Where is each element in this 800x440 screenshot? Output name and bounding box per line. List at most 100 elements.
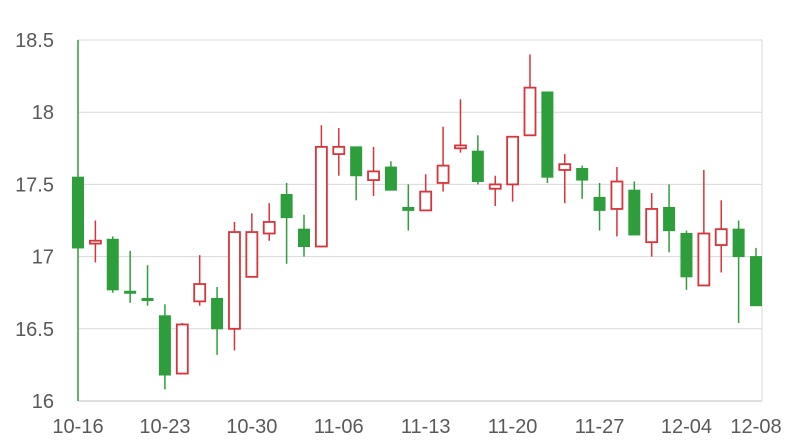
candle-down — [141, 265, 154, 306]
candle-up — [419, 174, 433, 212]
x-tick-label: 11-13 — [401, 416, 451, 438]
candle-up — [314, 125, 328, 248]
y-tick-label: 16 — [32, 391, 54, 413]
candle-body — [211, 297, 224, 330]
candle-body — [454, 144, 467, 150]
y-tick-label: 18.5 — [15, 30, 54, 52]
tick-labels: 16 16.5 17 17.5 18 18.5 10-16 10-23 10-30 11-06 11… — [15, 30, 782, 438]
candle-up — [645, 193, 659, 257]
candle-down — [124, 250, 137, 303]
candle-body — [488, 183, 502, 190]
candle-body — [593, 196, 606, 211]
candle-body — [558, 163, 572, 171]
x-tick-label: 12-08 — [730, 416, 781, 438]
candle-body — [88, 239, 102, 245]
candle-body — [645, 208, 659, 244]
candle-down — [280, 182, 293, 264]
candle-down — [541, 91, 554, 183]
y-tick-label: 17.5 — [15, 174, 54, 196]
candle-up — [228, 221, 241, 351]
candle-body — [332, 145, 346, 155]
x-tick-label: 10-16 — [52, 416, 103, 438]
candle-up — [697, 169, 711, 287]
candle-body — [124, 290, 137, 294]
candle-up — [332, 128, 346, 176]
candle-body — [506, 135, 520, 186]
candle-down — [680, 230, 693, 290]
candle-down — [732, 220, 745, 324]
candle-body — [750, 256, 762, 307]
candle-body — [367, 170, 380, 181]
candle-down — [576, 165, 589, 199]
candle-body — [72, 176, 84, 249]
candle-body — [663, 207, 676, 232]
candle-up — [506, 135, 520, 202]
candle-down — [750, 247, 762, 307]
candle-up — [193, 255, 207, 306]
candle-down — [72, 40, 84, 401]
candle-down — [350, 146, 363, 201]
x-tick-label: 10-30 — [226, 416, 277, 438]
candle-down — [211, 286, 224, 355]
candle-up — [610, 167, 624, 237]
candle-body — [245, 231, 259, 278]
candle-body — [175, 323, 189, 375]
candle-body — [402, 207, 415, 211]
candle-up — [436, 126, 450, 192]
candle-body — [697, 232, 711, 287]
candle-body — [298, 228, 310, 247]
candles — [72, 40, 762, 401]
x-tick-label: 12-04 — [661, 416, 712, 438]
candle-body — [732, 228, 745, 258]
candle-up — [175, 323, 189, 375]
candle-body — [419, 190, 433, 212]
y-tick-label: 16.5 — [15, 319, 54, 341]
candle-down — [593, 182, 606, 231]
x-tick-label: 11-20 — [488, 416, 538, 438]
x-tick-label: 11-27 — [575, 416, 625, 438]
candle-body — [471, 150, 484, 183]
candle-up — [714, 200, 728, 273]
candle-down — [402, 184, 415, 231]
candle-body — [262, 221, 276, 235]
candle-down — [628, 181, 641, 236]
candle-body — [228, 231, 241, 330]
candle-down — [106, 236, 119, 293]
candle-body — [541, 91, 554, 178]
candle-body — [106, 238, 119, 291]
candle-body — [141, 297, 154, 301]
candle-down — [298, 214, 310, 257]
candle-up — [367, 146, 380, 196]
candle-up — [558, 154, 572, 204]
candle-body — [314, 145, 328, 248]
candle-up — [262, 203, 276, 241]
candle-body — [384, 166, 397, 191]
candle-body — [193, 283, 207, 303]
candle-down — [471, 135, 484, 185]
candle-down — [384, 161, 397, 191]
candle-body — [628, 189, 641, 236]
candle-up — [245, 213, 259, 278]
x-tick-label: 11-06 — [314, 416, 364, 438]
candle-down — [158, 304, 171, 390]
candle-body — [158, 315, 171, 376]
gridlines — [78, 39, 762, 330]
candle-up — [454, 99, 467, 153]
candle-body — [280, 194, 293, 219]
candle-body — [680, 232, 693, 278]
candle-body — [436, 164, 450, 184]
axes — [78, 40, 763, 402]
candle-body — [610, 180, 624, 210]
y-tick-label: 17 — [32, 247, 54, 269]
candle-body — [350, 146, 363, 177]
candle-up — [523, 54, 537, 137]
candle-up — [88, 220, 102, 263]
candle-body — [523, 86, 537, 137]
candle-down — [663, 184, 676, 253]
candle-up — [488, 175, 502, 207]
candle-body — [714, 228, 728, 246]
candle-body — [576, 168, 589, 181]
y-tick-label: 18 — [32, 102, 54, 124]
